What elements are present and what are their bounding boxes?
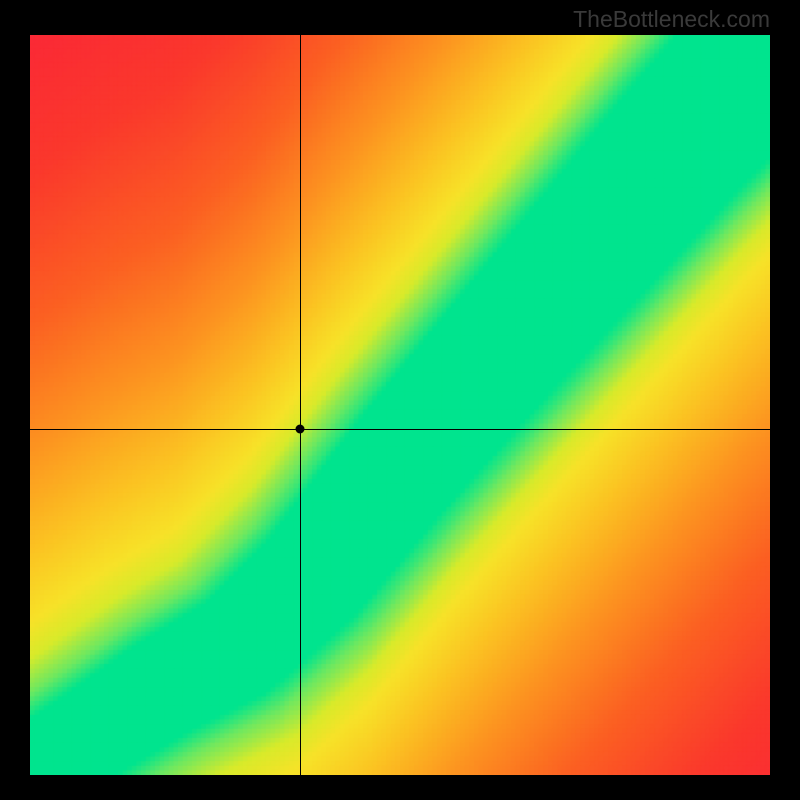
crosshair-dot <box>296 425 305 434</box>
heatmap-canvas <box>30 35 770 775</box>
crosshair-horizontal <box>30 429 770 430</box>
heatmap-plot <box>30 35 770 775</box>
watermark-text: TheBottleneck.com <box>573 6 770 33</box>
crosshair-vertical <box>300 35 301 775</box>
frame: TheBottleneck.com <box>0 0 800 800</box>
